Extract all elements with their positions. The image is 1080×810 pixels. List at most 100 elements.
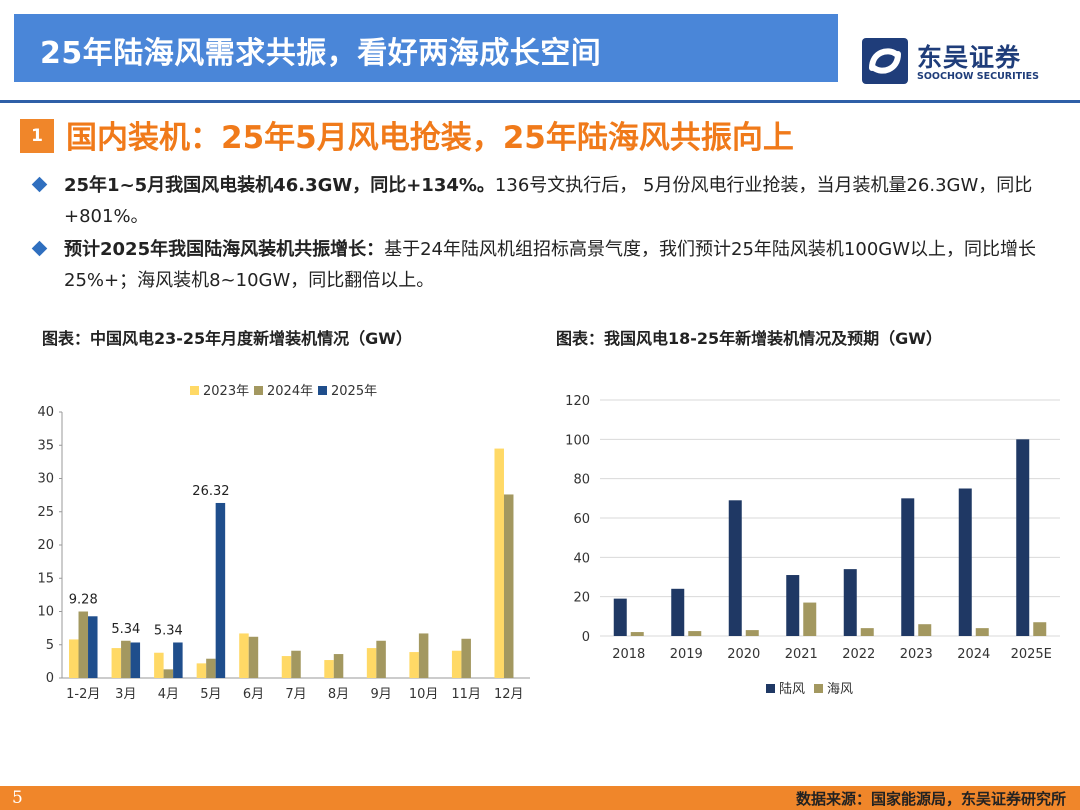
bar-2024年 bbox=[418, 633, 429, 678]
x-tick-label: 11月 bbox=[451, 687, 481, 702]
x-tick-label: 9月 bbox=[370, 687, 391, 702]
x-tick-label: 7月 bbox=[285, 687, 306, 702]
data-label: 26.32 bbox=[192, 484, 229, 499]
x-tick-label: 4月 bbox=[158, 687, 179, 702]
bar-陆风 bbox=[901, 498, 915, 636]
bar-陆风 bbox=[728, 500, 742, 636]
x-tick-label: 10月 bbox=[409, 687, 439, 702]
legend-swatch bbox=[254, 386, 263, 395]
bar-2024年 bbox=[121, 640, 131, 678]
logo-english-name: SOOCHOW SECURITIES bbox=[917, 71, 1039, 82]
x-tick-label: 6月 bbox=[243, 687, 264, 702]
bar-2023年 bbox=[239, 633, 249, 678]
x-tick-label: 1-2月 bbox=[66, 687, 100, 702]
bar-海风 bbox=[918, 624, 932, 636]
monthly-installation-chart: 0 5 10 15 20 25 30 35 40 1-2月 9.28 3月 5.34 4月 5.34 5月 26… bbox=[37, 384, 530, 702]
diamond-bullet-icon bbox=[31, 176, 48, 193]
left-chart-title: 图表：中国风电23-25年月度新增装机情况（GW） bbox=[42, 329, 412, 348]
legend-label: 2025年 bbox=[331, 384, 377, 399]
data-source: 数据来源：国家能源局，东吴证券研究所 bbox=[795, 790, 1066, 808]
bar-2024年 bbox=[78, 611, 89, 678]
legend-label: 海风 bbox=[827, 682, 853, 697]
bar-2025年 bbox=[130, 642, 141, 678]
bar-2023年 bbox=[111, 648, 122, 678]
bar-2023年 bbox=[366, 648, 377, 678]
bullet-item: 25年1~5月我国风电装机46.3GW，同比+134%。136号文执行后， 5月… bbox=[31, 170, 1064, 232]
bar-2025年 bbox=[173, 642, 183, 678]
bar-2023年 bbox=[324, 660, 334, 678]
bar-2024年 bbox=[248, 636, 259, 678]
section-title: 国内装机：25年5月风电抢装，25年陆海风共振向上 bbox=[66, 120, 794, 156]
legend-swatch bbox=[814, 684, 823, 693]
bar-2023年 bbox=[494, 448, 504, 678]
y-tick-label: 15 bbox=[37, 571, 54, 586]
x-tick-label: 3月 bbox=[115, 687, 136, 702]
bar-陆风 bbox=[613, 598, 627, 636]
y-tick-label: 40 bbox=[37, 405, 54, 420]
y-tick-label: 60 bbox=[573, 512, 590, 527]
x-tick-label: 5月 bbox=[200, 687, 221, 702]
company-logo: 东吴证券 SOOCHOW SECURITIES bbox=[862, 38, 1062, 84]
bar-2024年 bbox=[503, 494, 514, 678]
bar-2023年 bbox=[409, 652, 419, 678]
x-tick-label: 2024 bbox=[957, 647, 990, 662]
bar-2023年 bbox=[69, 639, 79, 678]
x-tick-label: 12月 bbox=[494, 687, 524, 702]
x-tick-label: 2022 bbox=[842, 647, 875, 662]
bar-2023年 bbox=[281, 656, 292, 678]
data-label: 5.34 bbox=[111, 622, 140, 637]
soochow-logo-icon bbox=[862, 38, 908, 84]
y-tick-label: 30 bbox=[37, 472, 54, 487]
bar-陆风 bbox=[843, 569, 857, 636]
legend-swatch bbox=[766, 684, 775, 693]
legend-swatch bbox=[318, 386, 327, 395]
bullet-body: 基于24年陆风机组招标高景气度，我们预计25年陆风装机100GW以上，同比增长2… bbox=[64, 239, 1037, 291]
bar-海风 bbox=[630, 632, 644, 636]
header-divider bbox=[0, 100, 1080, 103]
y-tick-label: 25 bbox=[37, 505, 54, 520]
annual-installation-chart: 0 20 40 60 80 100 120 2018 2019 2020 2021 2022 2023 2… bbox=[565, 394, 1060, 697]
bar-陆风 bbox=[786, 575, 800, 636]
page-number: 5 bbox=[12, 788, 23, 808]
y-tick-label: 80 bbox=[573, 473, 590, 488]
bar-海风 bbox=[688, 631, 702, 636]
bar-2024年 bbox=[333, 654, 344, 678]
y-tick-label: 120 bbox=[565, 394, 590, 409]
x-tick-label: 2025E bbox=[1011, 647, 1052, 662]
y-tick-label: 40 bbox=[573, 551, 590, 566]
x-tick-label: 2023 bbox=[900, 647, 933, 662]
y-tick-label: 10 bbox=[37, 605, 54, 620]
y-tick-label: 35 bbox=[37, 438, 54, 453]
bar-2024年 bbox=[291, 650, 301, 678]
bar-2023年 bbox=[196, 663, 207, 678]
y-tick-label: 100 bbox=[565, 433, 590, 448]
bullet-body: 136号文执行后， 5月份风电行业抢装，当月装机量26.3GW，同比+801%。 bbox=[64, 175, 1033, 227]
x-tick-label: 2019 bbox=[670, 647, 703, 662]
bullet-text: 25年1~5月我国风电装机46.3GW，同比+134%。136号文执行后， 5月… bbox=[64, 170, 1064, 232]
legend-label: 2024年 bbox=[267, 384, 313, 399]
y-tick-label: 20 bbox=[37, 538, 54, 553]
footer-bar: 5 数据来源：国家能源局，东吴证券研究所 bbox=[0, 786, 1080, 810]
y-tick-label: 5 bbox=[46, 638, 54, 653]
page-title: 25年陆海风需求共振，看好两海成长空间 bbox=[40, 36, 602, 71]
legend-swatch bbox=[190, 386, 199, 395]
bullet-lead: 预计2025年我国陆海风装机共振增长： bbox=[64, 239, 385, 260]
logo-chinese-name: 东吴证券 bbox=[917, 43, 1022, 72]
y-tick-label: 0 bbox=[46, 671, 54, 686]
bar-海风 bbox=[860, 628, 874, 636]
bar-2023年 bbox=[451, 650, 462, 678]
bar-陆风 bbox=[671, 588, 685, 636]
bullet-item: 预计2025年我国陆海风装机共振增长：基于24年陆风机组招标高景气度，我们预计2… bbox=[31, 234, 1064, 296]
bar-海风 bbox=[1033, 622, 1047, 636]
y-tick-label: 0 bbox=[582, 630, 590, 645]
legend-label: 陆风 bbox=[779, 681, 805, 697]
bar-2025年 bbox=[88, 616, 98, 678]
y-tick-label: 20 bbox=[573, 591, 590, 606]
bar-海风 bbox=[975, 628, 989, 636]
bar-陆风 bbox=[1016, 439, 1030, 636]
bar-海风 bbox=[745, 630, 759, 636]
bar-2025年 bbox=[215, 502, 226, 678]
bullet-lead: 25年1~5月我国风电装机46.3GW，同比+134%。 bbox=[64, 175, 495, 196]
x-tick-label: 8月 bbox=[328, 687, 349, 702]
bar-2024年 bbox=[206, 658, 216, 678]
